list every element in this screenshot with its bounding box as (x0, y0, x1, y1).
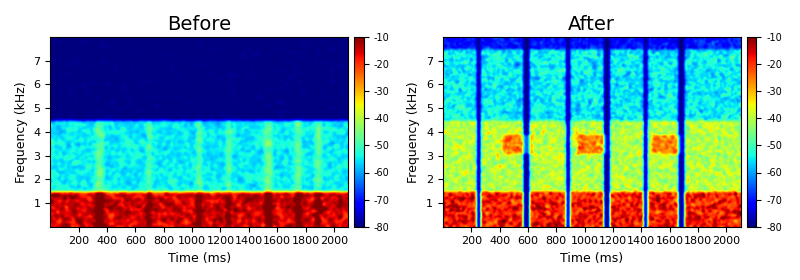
Y-axis label: Frequency (kHz): Frequency (kHz) (15, 81, 28, 183)
Title: Before: Before (167, 15, 231, 34)
X-axis label: Time (ms): Time (ms) (168, 252, 230, 265)
X-axis label: Time (ms): Time (ms) (560, 252, 623, 265)
Title: After: After (568, 15, 615, 34)
Y-axis label: Frequency (kHz): Frequency (kHz) (407, 81, 421, 183)
